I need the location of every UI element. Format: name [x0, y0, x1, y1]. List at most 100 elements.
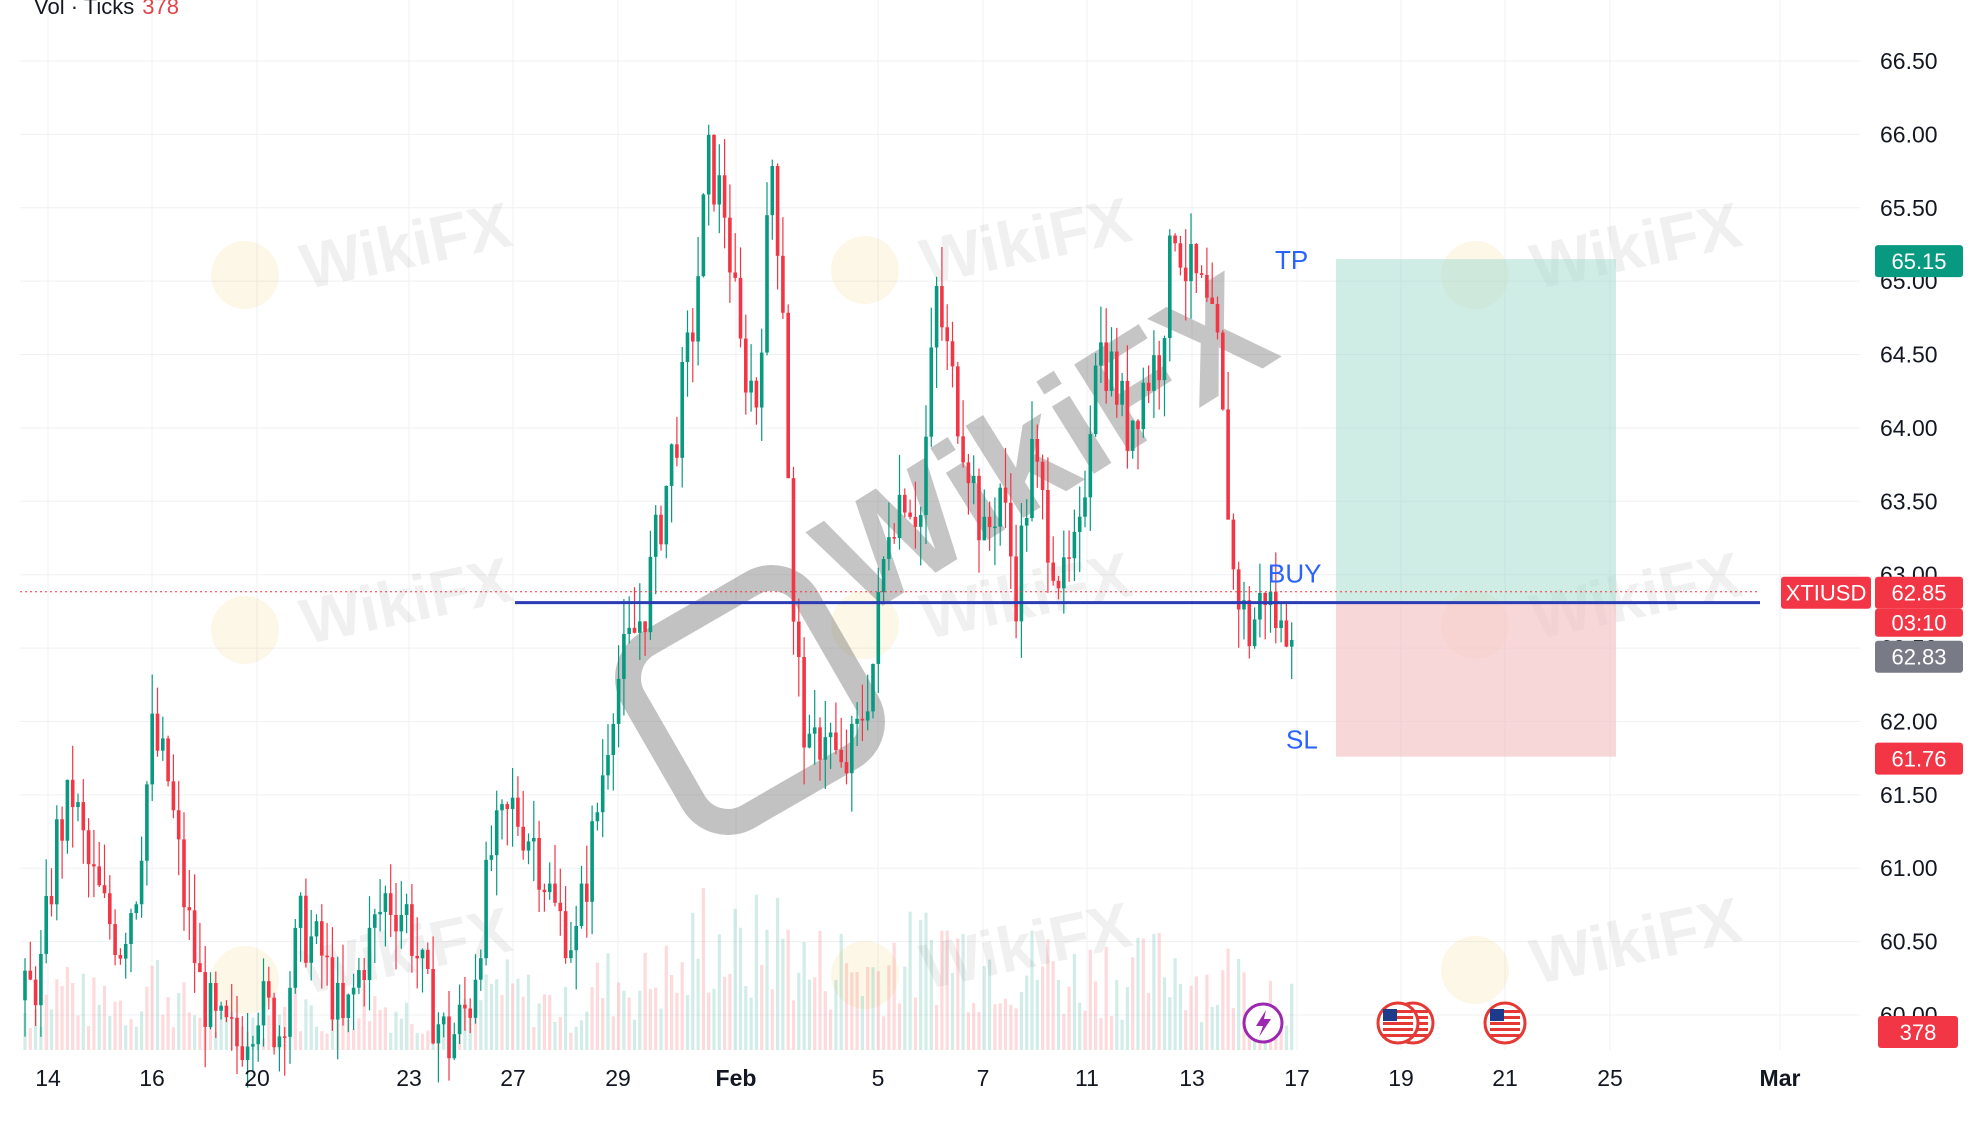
candle-body — [812, 727, 817, 734]
candle-body — [23, 970, 27, 1001]
volume-bar — [897, 1003, 902, 1050]
countdown-badge-bg — [1875, 608, 1963, 637]
candle-body — [113, 924, 117, 956]
candle-body — [447, 1016, 451, 1059]
candle-body — [701, 194, 706, 277]
y-tick-label: 63.50 — [1880, 488, 1938, 514]
position-tool[interactable] — [1336, 259, 1616, 757]
candle-body — [685, 332, 690, 363]
candle-body — [881, 559, 886, 593]
candle-body — [489, 855, 494, 860]
volume-bar — [325, 1033, 329, 1050]
candle-body — [839, 749, 843, 763]
volume-bar — [638, 990, 642, 1050]
volume-bar — [166, 997, 170, 1050]
volume-bar — [171, 1027, 175, 1050]
volume-bar — [781, 938, 785, 1050]
candle-body — [855, 718, 859, 724]
candle-body — [1183, 267, 1188, 282]
time-axis[interactable]: 14 16 20 23 27 29 Feb 5 7 11 13 17 19 21 25 Mar — [35, 1065, 1800, 1091]
volume-bar — [420, 1033, 425, 1050]
candle-body — [1194, 244, 1199, 274]
candle-body — [55, 819, 59, 905]
tp-price-badge: 65.15 — [1891, 249, 1946, 274]
candle-body — [1067, 557, 1071, 559]
candle-body — [664, 485, 669, 545]
tp-price-badge-bg — [1875, 245, 1963, 278]
candle-body — [1162, 338, 1167, 381]
volume-bar — [92, 977, 96, 1050]
volume-bar — [1003, 998, 1008, 1050]
watermark-big-logo — [615, 565, 885, 835]
volume-bar — [129, 1019, 133, 1050]
volume-bar — [28, 1028, 32, 1050]
candle-body — [691, 332, 695, 342]
price-axis[interactable]: 60.0060.5061.0061.5062.0062.5063.0063.50… — [1880, 48, 1938, 1028]
candle-body — [775, 166, 780, 256]
candle-body — [1125, 380, 1130, 451]
volume-bar — [807, 979, 811, 1050]
candle-body — [367, 927, 372, 981]
us-flag-icon[interactable] — [1483, 1001, 1527, 1045]
event-icons[interactable] — [1242, 1001, 1527, 1045]
candle-body — [569, 950, 573, 959]
volume-bar — [760, 964, 764, 1050]
candle-body — [537, 837, 541, 890]
candle-body — [823, 737, 828, 760]
volume-bar — [839, 933, 843, 1050]
volume-bar — [76, 1015, 80, 1050]
candle-body — [675, 444, 679, 458]
watermark-logo — [831, 941, 899, 1009]
candle-body — [1024, 517, 1029, 526]
volume-bar — [1094, 981, 1098, 1050]
candle-body — [378, 911, 382, 915]
y-tick-label: 65.50 — [1880, 195, 1938, 221]
volume-bar — [998, 1003, 1002, 1050]
last-price-badge-bg — [1875, 576, 1963, 609]
candle-body — [441, 1016, 446, 1025]
candle-body — [1242, 600, 1246, 610]
volume-bar — [585, 1011, 589, 1050]
volume-bar — [489, 984, 493, 1050]
volume-bar — [537, 1003, 541, 1050]
volume-bar — [44, 994, 48, 1050]
volume-bar — [373, 996, 377, 1050]
volume-bar — [102, 985, 107, 1050]
volume-bar — [564, 986, 568, 1050]
volume-bar — [569, 1032, 573, 1050]
volume-bar — [966, 1012, 970, 1050]
volume-bar — [198, 1017, 202, 1050]
candle-body — [579, 883, 584, 927]
volume-bar — [664, 945, 668, 1050]
candle-body — [648, 556, 653, 633]
volume-bar — [632, 1019, 637, 1050]
candle-body — [457, 1004, 462, 1035]
lightning-icon[interactable] — [1242, 1002, 1284, 1044]
volume-bar — [924, 912, 928, 1050]
candle-body — [680, 362, 684, 458]
candle-body — [102, 885, 107, 894]
volume-bar — [1009, 1004, 1013, 1050]
volume-bar — [34, 1009, 38, 1050]
take-profit-zone[interactable] — [1336, 259, 1616, 603]
candle-body — [871, 663, 875, 712]
candle-body — [532, 837, 536, 842]
candle-body — [288, 987, 292, 1037]
us-flag-icon[interactable] — [1376, 1001, 1420, 1045]
volume-bar — [813, 977, 817, 1050]
stop-loss-zone[interactable] — [1336, 602, 1616, 757]
candle-body — [1120, 380, 1124, 405]
volume-bar — [1072, 953, 1076, 1050]
x-tick-label: Feb — [716, 1065, 757, 1091]
grid — [20, 0, 1860, 1050]
volume-bar — [749, 997, 753, 1050]
candle-body — [145, 784, 149, 861]
candle-body — [500, 804, 504, 811]
x-tick-label: 16 — [139, 1065, 165, 1091]
volume-bar — [882, 1016, 886, 1050]
volume-bar — [643, 952, 647, 1050]
volume-bar — [579, 1020, 584, 1050]
candle-body — [394, 914, 398, 932]
